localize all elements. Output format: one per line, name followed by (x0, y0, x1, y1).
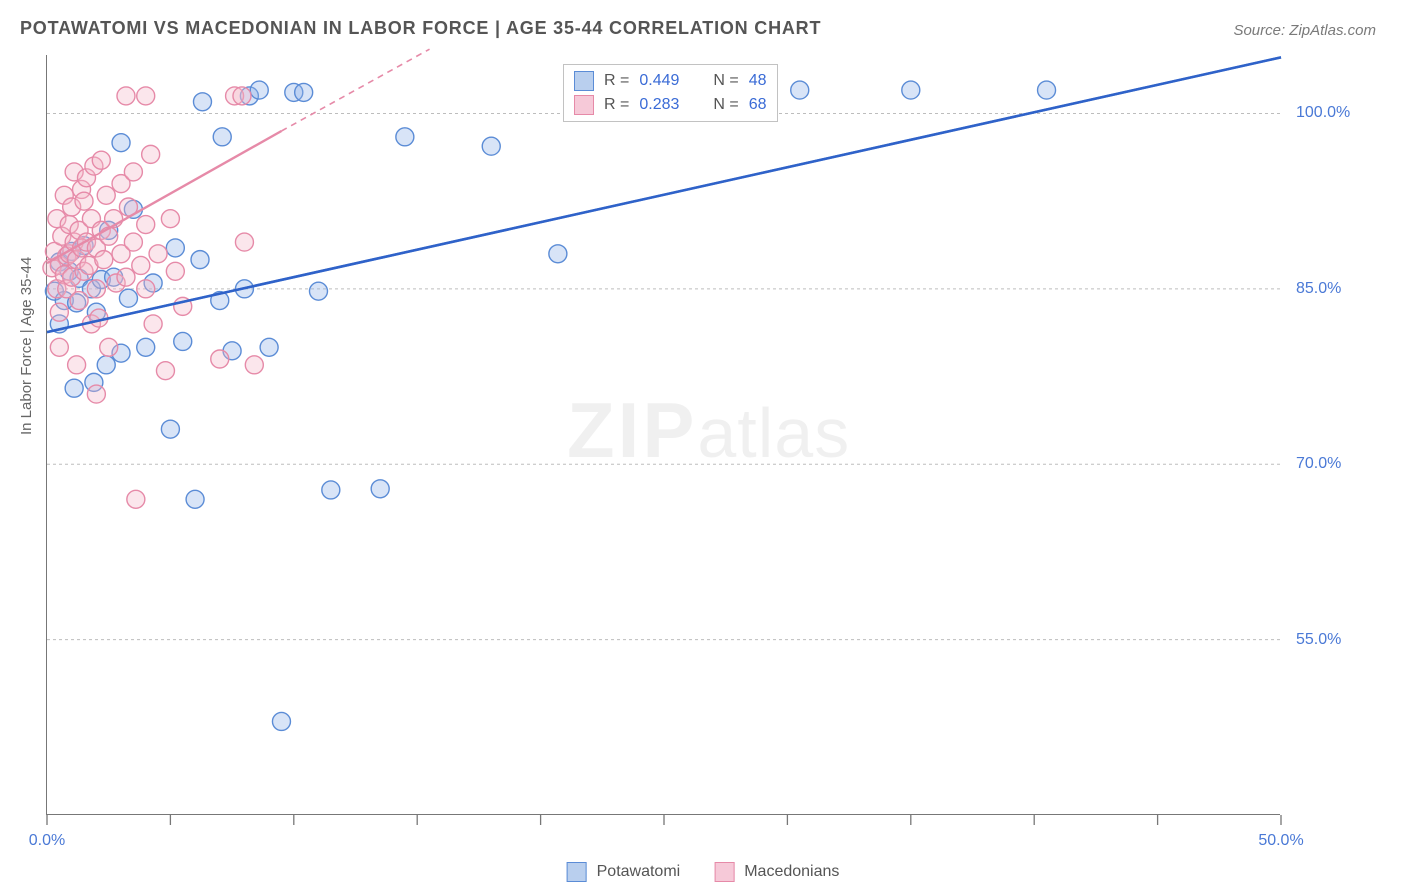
legend-swatch (714, 862, 734, 882)
correlation-row: R = 0.449N = 48 (570, 69, 771, 93)
y-axis-label: In Labor Force | Age 35-44 (18, 257, 35, 435)
plot-svg (47, 55, 1280, 814)
x-tick-label: 50.0% (1258, 832, 1303, 850)
y-tick-label: 55.0% (1296, 631, 1366, 649)
legend-label: Macedonians (744, 863, 839, 881)
x-tick-label: 0.0% (29, 832, 65, 850)
correlation-row: R = 0.283N = 68 (570, 93, 771, 117)
y-tick-label: 85.0% (1296, 280, 1366, 298)
source-label: Source: ZipAtlas.com (1233, 22, 1376, 39)
plot-area: ZIPatlas 55.0%70.0%85.0%100.0%0.0%50.0% (46, 55, 1280, 815)
legend-swatch (574, 71, 594, 91)
legend-swatch (574, 95, 594, 115)
y-tick-label: 100.0% (1296, 104, 1366, 122)
y-tick-label: 70.0% (1296, 455, 1366, 473)
correlation-box: R = 0.449N = 48R = 0.283N = 68 (563, 64, 778, 122)
legend-item: Potawatomi (567, 862, 681, 882)
legend-label: Potawatomi (597, 863, 681, 881)
chart-title: POTAWATOMI VS MACEDONIAN IN LABOR FORCE … (20, 18, 821, 39)
legend-item: Macedonians (714, 862, 839, 882)
legend-swatch (567, 862, 587, 882)
legend: Potawatomi Macedonians (567, 862, 840, 882)
